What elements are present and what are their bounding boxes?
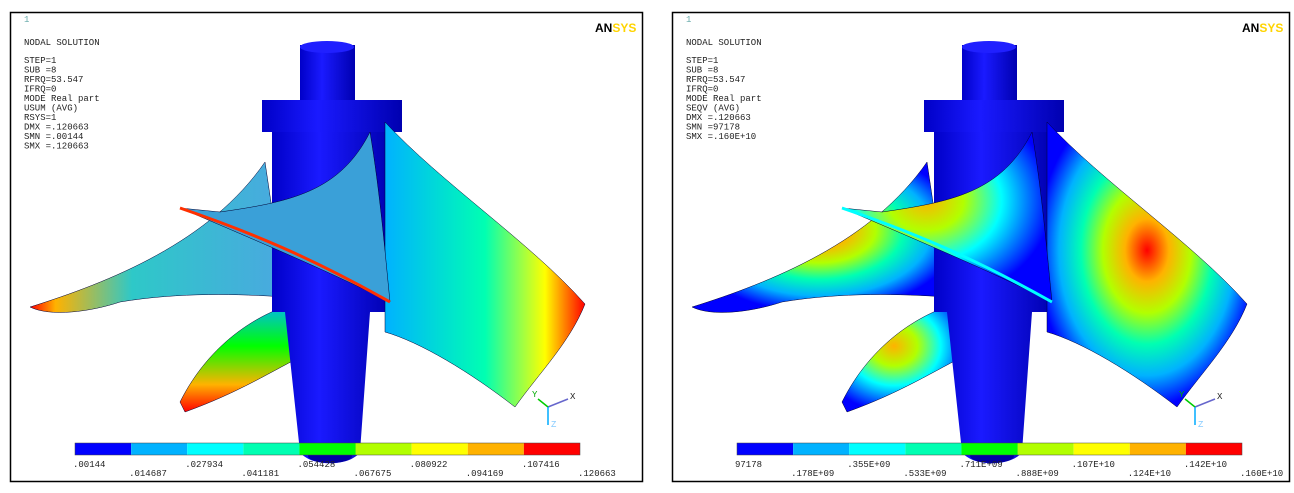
info-heading: NODAL SOLUTION — [24, 38, 100, 48]
logo-accent: SYS — [612, 21, 636, 35]
legend-label: .120663 — [578, 469, 616, 479]
info-line: SMX =.120663 — [24, 142, 89, 152]
logo: ANSYS — [1242, 21, 1283, 35]
legend-swatch — [243, 443, 299, 455]
info-line: MODE Real part — [24, 94, 100, 104]
triad-z-label: Z — [1198, 420, 1204, 430]
hub-collar — [924, 100, 1064, 132]
legend-swatch — [961, 443, 1017, 455]
hub-collar — [262, 100, 402, 132]
legend-label: .027934 — [185, 460, 223, 470]
logo-text: AN — [595, 21, 612, 35]
info-line: DMX =.120663 — [24, 123, 89, 133]
page: 1NODAL SOLUTIONSTEP=1SUB =8RFRQ=53.547IF… — [0, 0, 1294, 488]
info-line: IFRQ=0 — [686, 85, 718, 95]
hub-shaft — [962, 45, 1017, 100]
legend-label: .041181 — [241, 469, 279, 479]
legend-swatch — [412, 443, 468, 455]
triad-x-label: X — [570, 392, 576, 402]
triad-z-label: Z — [551, 420, 557, 430]
legend-swatch — [1130, 443, 1186, 455]
info-line: USUM (AVG) — [24, 104, 78, 114]
legend-label: .067675 — [354, 469, 392, 479]
legend-label: .107416 — [522, 460, 560, 470]
legend-label: .160E+10 — [1240, 469, 1283, 479]
triad-x-label: X — [1217, 392, 1223, 402]
hub-top — [962, 41, 1016, 53]
triad-y-label: Y — [1179, 390, 1185, 400]
info-line: SUB =8 — [24, 66, 56, 76]
legend-label: .00144 — [73, 460, 105, 470]
legend-label: .124E+10 — [1128, 469, 1171, 479]
legend-label: .107E+10 — [1072, 460, 1115, 470]
info-line: SEQV (AVG) — [686, 104, 740, 114]
legend-swatch — [737, 443, 793, 455]
hub-top — [300, 41, 354, 53]
legend-swatch — [1018, 443, 1074, 455]
legend-label: .094169 — [466, 469, 504, 479]
info-line: RFRQ=53.547 — [24, 75, 83, 85]
info-line: MODE Real part — [686, 94, 762, 104]
info-line: IFRQ=0 — [24, 85, 56, 95]
info-line: SMN =97178 — [686, 123, 740, 133]
legend-label: .711E+09 — [959, 460, 1002, 470]
info-line: RFRQ=53.547 — [686, 75, 745, 85]
info-line: SMN =.00144 — [24, 132, 83, 142]
legend-label: .533E+09 — [903, 469, 946, 479]
legend-label: .178E+09 — [791, 469, 834, 479]
legend-label: 97178 — [735, 460, 762, 470]
legend-swatch — [131, 443, 187, 455]
legend-swatch — [356, 443, 412, 455]
info-line: SMX =.160E+10 — [686, 132, 756, 142]
frame-number: 1 — [24, 15, 29, 25]
legend-swatch — [299, 443, 355, 455]
legend-swatch — [524, 443, 580, 455]
info-line: STEP=1 — [686, 56, 718, 66]
legend-label: .054428 — [297, 460, 335, 470]
info-heading: NODAL SOLUTION — [686, 38, 762, 48]
logo-accent: SYS — [1259, 21, 1283, 35]
legend-label: .080922 — [410, 460, 448, 470]
legend-swatch — [187, 443, 243, 455]
info-line: RSYS=1 — [24, 113, 56, 123]
info-line: SUB =8 — [686, 66, 718, 76]
legend-label: .014687 — [129, 469, 167, 479]
legend-swatch — [905, 443, 961, 455]
legend-swatch — [468, 443, 524, 455]
frame-number: 1 — [686, 15, 691, 25]
legend-swatch — [75, 443, 131, 455]
hub-shaft — [300, 45, 355, 100]
screenshot: 1NODAL SOLUTIONSTEP=1SUB =8RFRQ=53.547IF… — [0, 0, 1294, 488]
legend-label: .888E+09 — [1016, 469, 1059, 479]
triad-y-label: Y — [532, 390, 538, 400]
logo-text: AN — [1242, 21, 1259, 35]
legend-label: .355E+09 — [847, 460, 890, 470]
legend-swatch — [1186, 443, 1242, 455]
legend-swatch — [793, 443, 849, 455]
legend-swatch — [849, 443, 905, 455]
legend-swatch — [1074, 443, 1130, 455]
legend-label: .142E+10 — [1184, 460, 1227, 470]
logo: ANSYS — [595, 21, 636, 35]
info-line: DMX =.120663 — [686, 113, 751, 123]
info-line: STEP=1 — [24, 56, 56, 66]
